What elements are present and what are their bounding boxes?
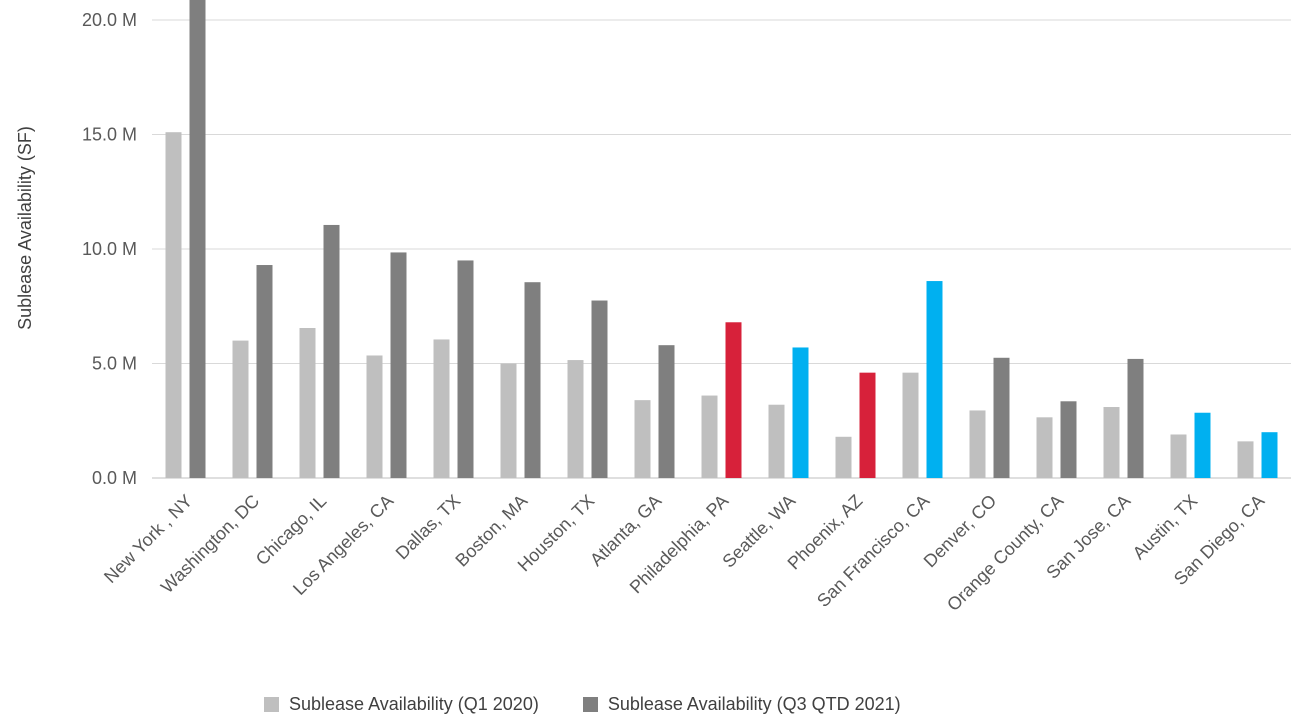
x-category-label: Dallas, TX xyxy=(392,491,465,564)
bar-q3-qtd-2021 xyxy=(658,345,675,478)
y-tick-label: 0.0 M xyxy=(92,468,137,488)
x-category-label: San Francisco, CA xyxy=(813,491,933,611)
bar-q3-qtd-2021 xyxy=(792,347,809,478)
y-axis-ticks: 0.0 M 5.0 M 10.0 M 15.0 M 20.0 M xyxy=(82,10,137,488)
bar-q1-2020 xyxy=(1103,407,1120,478)
bar-q1-2020 xyxy=(1170,434,1187,478)
y-axis-title: Sublease Availability (SF) xyxy=(15,126,35,330)
bar-q3-qtd-2021 xyxy=(591,300,608,478)
bar-q3-qtd-2021 xyxy=(1261,432,1278,478)
legend-item-q1-2020: Sublease Availability (Q1 2020) xyxy=(264,694,539,715)
legend-swatch-q1-2020 xyxy=(264,697,279,712)
x-category-label: Orange County, CA xyxy=(943,491,1067,615)
bar-q1-2020 xyxy=(433,339,450,478)
bar-q3-qtd-2021 xyxy=(524,282,541,478)
bar-q1-2020 xyxy=(634,400,651,478)
bar-q1-2020 xyxy=(902,372,919,478)
legend-item-q3-qtd-2021: Sublease Availability (Q3 QTD 2021) xyxy=(582,694,901,715)
bar-q3-qtd-2021 xyxy=(323,224,340,478)
y-tick-label: 5.0 M xyxy=(92,354,137,374)
bar-q3-qtd-2021 xyxy=(1194,412,1211,478)
bar-q1-2020 xyxy=(366,355,383,478)
bar-q1-2020 xyxy=(969,410,986,478)
y-tick-label: 10.0 M xyxy=(82,239,137,259)
bar-q3-qtd-2021 xyxy=(1060,401,1077,478)
bar-q1-2020 xyxy=(500,363,517,478)
gridlines xyxy=(152,19,1291,479)
bar-q1-2020 xyxy=(1036,417,1053,478)
legend-label-q1-2020: Sublease Availability (Q1 2020) xyxy=(289,694,539,714)
bars xyxy=(165,0,1278,478)
bar-q3-qtd-2021 xyxy=(256,265,273,478)
y-tick-label: 20.0 M xyxy=(82,10,137,30)
bar-q1-2020 xyxy=(165,132,182,478)
legend-label-q3-qtd-2021: Sublease Availability (Q3 QTD 2021) xyxy=(607,694,901,714)
bar-q3-qtd-2021 xyxy=(926,281,943,478)
bar-q1-2020 xyxy=(1237,441,1254,478)
bar-q1-2020 xyxy=(701,395,718,478)
bar-q3-qtd-2021 xyxy=(725,322,742,478)
bar-chart: 0.0 M 5.0 M 10.0 M 15.0 M 20.0 M New York , … xyxy=(15,0,1291,615)
bar-q3-qtd-2021 xyxy=(859,372,876,478)
bar-q3-qtd-2021 xyxy=(1127,358,1144,478)
y-tick-label: 15.0 M xyxy=(82,125,137,145)
x-category-label: Austin, TX xyxy=(1129,491,1202,564)
bar-q3-qtd-2021 xyxy=(189,0,206,478)
bar-q1-2020 xyxy=(835,436,852,478)
bar-q1-2020 xyxy=(299,328,316,478)
legend-swatch-q3-qtd-2021 xyxy=(582,697,598,712)
bar-q1-2020 xyxy=(768,404,785,478)
bar-q1-2020 xyxy=(567,360,584,478)
bar-q3-qtd-2021 xyxy=(390,252,407,478)
bar-q3-qtd-2021 xyxy=(457,260,474,478)
legend: Sublease Availability (Q1 2020) Sublease… xyxy=(264,694,901,715)
bar-q3-qtd-2021 xyxy=(993,357,1010,478)
bar-q1-2020 xyxy=(232,340,249,478)
